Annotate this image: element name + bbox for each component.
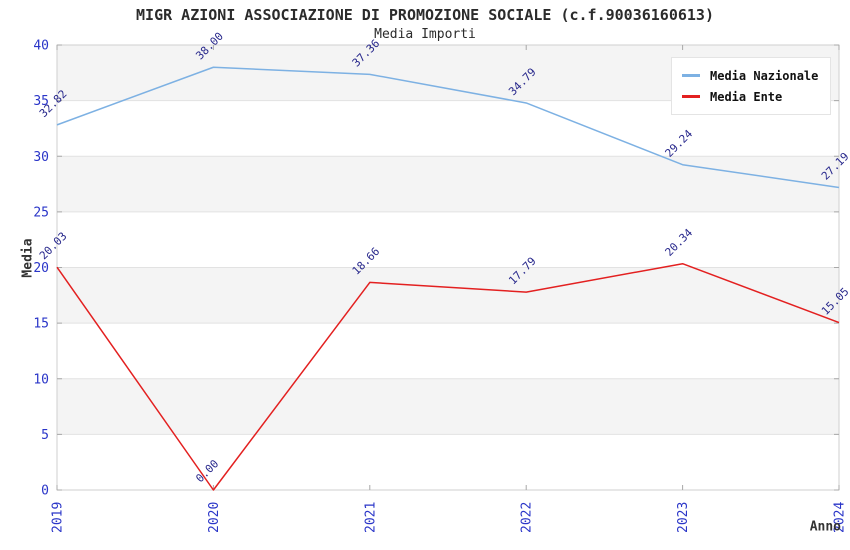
x-tick-label: 2021: [363, 502, 378, 533]
y-tick-label: 30: [33, 150, 49, 165]
chart-title: MIGR AZIONI ASSOCIAZIONE DI PROMOZIONE S…: [136, 6, 714, 24]
legend-line-sample-icon: [682, 74, 700, 77]
y-tick-label: 15: [33, 317, 49, 332]
y-tick-label: 10: [33, 372, 49, 387]
chart-subtitle: Media Importi: [374, 27, 476, 42]
y-tick-label: 0: [41, 484, 49, 499]
legend-label: Media Ente: [710, 89, 783, 104]
y-tick-label: 25: [33, 205, 49, 220]
y-tick-label: 35: [33, 94, 49, 109]
x-tick-label: 2023: [676, 502, 691, 533]
point-label-media-nazionale: 29.24: [663, 127, 696, 160]
x-axis-label: Anno: [809, 519, 841, 535]
point-label-media-ente: 20.03: [37, 230, 70, 263]
x-tick-label: 2020: [207, 502, 222, 533]
plot-band: [57, 156, 839, 212]
series-line-media-nazionale: [56, 66, 840, 189]
x-tick-label: 2024: [833, 502, 848, 533]
legend-item: Media Ente: [682, 86, 818, 107]
plot-band: [57, 378, 839, 435]
legend: Media Nazionale Media Ente: [671, 57, 832, 115]
plot-band: [57, 267, 839, 324]
y-tick-label: 5: [41, 428, 49, 443]
legend-label: Media Nazionale: [710, 68, 819, 83]
y-axis-label: Media: [20, 238, 36, 278]
y-tick-label: 40: [33, 39, 49, 54]
legend-item: Media Nazionale: [682, 65, 818, 86]
y-tick-label: 20: [33, 261, 49, 276]
x-tick-label: 2022: [520, 502, 535, 533]
point-label-media-ente: 20.34: [663, 226, 696, 259]
legend-line-sample-icon: [682, 95, 700, 98]
series-line-media-ente: [56, 262, 840, 491]
x-tick-label: 2019: [51, 502, 66, 533]
